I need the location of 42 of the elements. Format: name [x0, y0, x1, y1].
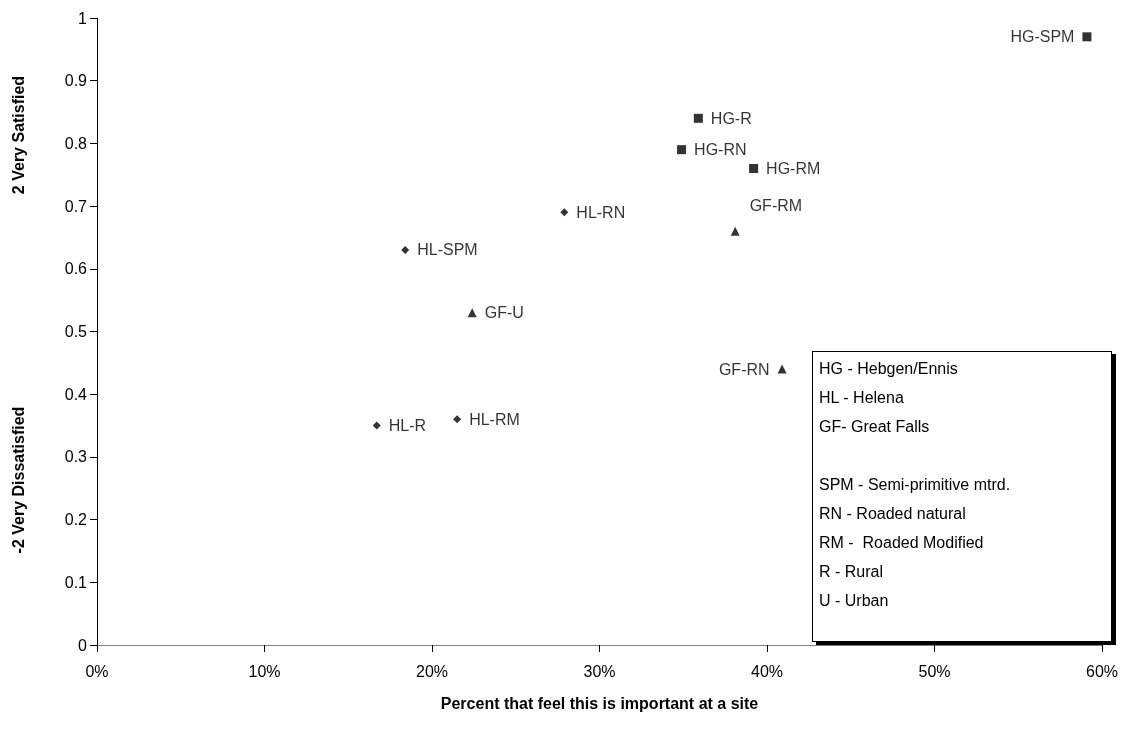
x-tick-label: 40%	[750, 662, 784, 680]
annotation: HG-RM	[766, 159, 821, 177]
point	[693, 113, 703, 123]
annotation: HL-R	[388, 417, 427, 435]
annotation: GF-RM	[749, 196, 803, 214]
annotation: HL-SPM	[417, 241, 478, 259]
x-tick-label: 20%	[415, 662, 449, 680]
x-axis-title: Percent that feel this is important at a site	[440, 694, 759, 712]
annotation: HG-SPM	[1010, 28, 1075, 46]
point	[401, 245, 410, 254]
x-tick-label: 60%	[1085, 662, 1119, 680]
y-tick-label: 0.1	[64, 573, 88, 591]
annotation: HG-RN	[694, 141, 747, 159]
y-tick-label: 0	[78, 636, 88, 654]
y-tick-label: 0.2	[64, 511, 88, 529]
point	[453, 415, 462, 424]
y-tick-label: 0.4	[64, 385, 88, 403]
annotation: GF-RN	[718, 360, 770, 378]
annotation: HL-RN	[576, 203, 626, 221]
y-tick-label: 0.7	[64, 197, 88, 215]
y-tick-label: 0.6	[64, 260, 88, 278]
y-axis-title: 2 Very Satisfied	[9, 75, 27, 195]
y-tick-label: 0.3	[64, 448, 88, 466]
y-tick-label: 0.9	[64, 72, 88, 90]
point	[777, 364, 787, 374]
text: -2 Very Dissatisfied	[9, 406, 27, 554]
point	[560, 208, 569, 217]
x-tick-label: 30%	[583, 662, 616, 680]
annotation: GF-U	[484, 304, 524, 322]
point	[677, 145, 687, 155]
y-tick-label: 0.8	[64, 134, 88, 152]
x-tick-label: 10%	[248, 662, 281, 680]
x-tick-label: 50%	[918, 662, 951, 680]
point	[749, 163, 759, 173]
x-tick-label: 0%	[85, 662, 109, 680]
point	[372, 421, 381, 430]
annotation: HG-R	[710, 109, 752, 127]
y-tick-label: 1	[78, 9, 88, 27]
point	[730, 226, 740, 236]
y-tick-label: 0.5	[64, 323, 88, 340]
point	[1082, 32, 1092, 42]
annotation: HL-RM	[469, 410, 520, 428]
